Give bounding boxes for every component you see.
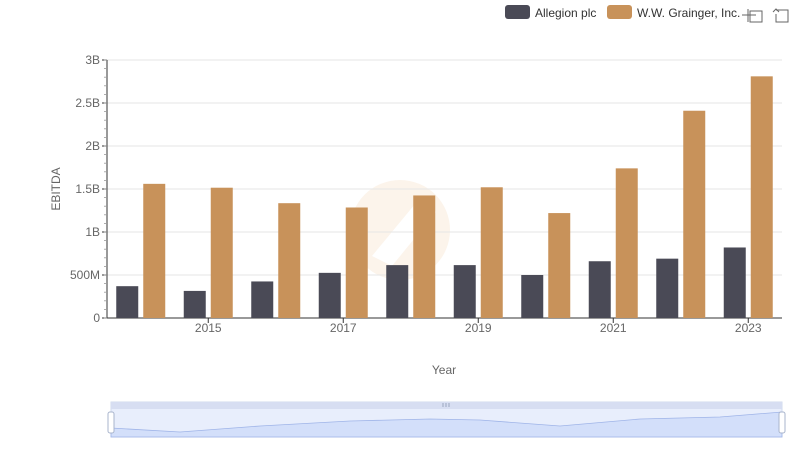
y-tick-label: 1.5B <box>75 182 100 196</box>
bar[interactable] <box>318 272 341 318</box>
bar[interactable] <box>210 187 233 318</box>
x-axis-title: Year <box>432 363 456 377</box>
restore-icon[interactable] <box>772 8 789 23</box>
y-tick-label: 2.5B <box>75 96 100 110</box>
data-zoom-handle-right[interactable] <box>778 411 786 434</box>
data-zoom-grip[interactable] <box>442 403 450 407</box>
y-axis: 0 500M 1B 1.5B 2B 2.5B 3B <box>70 53 108 325</box>
y-axis-title: EBITDA <box>49 167 63 210</box>
legend-swatch-allegion[interactable] <box>505 5 530 19</box>
bar[interactable] <box>278 203 301 318</box>
legend-swatch-grainger[interactable] <box>607 5 632 19</box>
zoom-icon[interactable] <box>742 9 763 23</box>
bar[interactable] <box>345 207 368 318</box>
bar[interactable] <box>116 286 139 318</box>
bar[interactable] <box>453 265 476 318</box>
x-tick-label: 2017 <box>330 321 357 335</box>
bar[interactable] <box>723 247 746 318</box>
bar[interactable] <box>413 195 436 318</box>
bar[interactable] <box>548 213 571 318</box>
legend-label-allegion[interactable]: Allegion plc <box>535 6 596 20</box>
bars <box>116 76 773 319</box>
bar[interactable] <box>750 76 773 318</box>
y-tick-label: 1B <box>85 225 100 239</box>
legend[interactable]: Allegion plc W.W. Grainger, Inc. <box>505 5 740 20</box>
bar[interactable] <box>588 261 611 318</box>
y-tick-label: 2B <box>85 139 100 153</box>
bar[interactable] <box>480 187 503 318</box>
data-zoom-preview <box>110 411 783 438</box>
data-zoom-handle-left[interactable] <box>107 411 115 434</box>
bar[interactable] <box>521 275 544 318</box>
bar[interactable] <box>183 290 206 318</box>
data-zoom-selection[interactable] <box>111 402 782 409</box>
x-tick-label: 2021 <box>600 321 627 335</box>
data-zoom-slider[interactable] <box>107 401 786 438</box>
bar[interactable] <box>683 110 706 319</box>
x-tick-label: 2023 <box>735 321 762 335</box>
x-tick-label: 2019 <box>465 321 492 335</box>
bar[interactable] <box>386 265 409 318</box>
y-tick-label: 500M <box>70 268 100 282</box>
y-tick-label: 0 <box>93 311 100 325</box>
x-axis: 2015 2017 2019 2021 2023 <box>107 317 782 335</box>
y-tick-label: 3B <box>85 53 100 67</box>
x-tick-label: 2015 <box>195 321 222 335</box>
bar[interactable] <box>143 183 166 318</box>
bar[interactable] <box>251 281 274 318</box>
bar[interactable] <box>656 258 679 318</box>
legend-label-grainger[interactable]: W.W. Grainger, Inc. <box>637 6 740 20</box>
bar[interactable] <box>615 168 638 318</box>
